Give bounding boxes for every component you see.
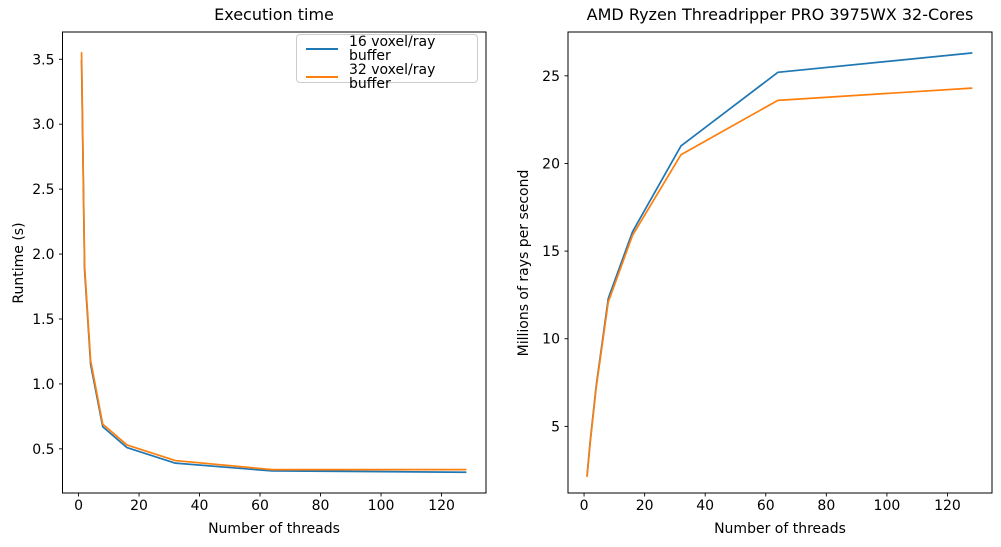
axes-frame xyxy=(567,31,993,494)
series-line-16-voxel-ray-buffer xyxy=(80,59,467,474)
x-tick-label: 80 xyxy=(312,498,330,514)
x-tick-label: 100 xyxy=(368,498,395,514)
axes-1: 0 20 40 60 80 100 120 5 10 15 20 25 xyxy=(542,31,993,514)
chart-title-cpu: AMD Ryzen Threadripper PRO 3975WX 32-Cor… xyxy=(586,5,974,24)
x-tick-label: 60 xyxy=(251,498,269,514)
y-tick-label: 10 xyxy=(542,332,560,348)
axes-0: 0 20 40 60 80 100 120 0.5 1.0 1.5 2.0 2.5 3.0 3.5 xyxy=(32,31,487,514)
y-axis-label-runtime: Runtime (s) xyxy=(11,222,27,304)
x-tick-label: 40 xyxy=(696,498,714,514)
series-line-16-voxel-ray-buffer xyxy=(586,52,973,477)
x-tick-label: 120 xyxy=(428,498,455,514)
legend-line-sample-blue xyxy=(306,47,338,51)
y-tick-label: 2.5 xyxy=(32,182,54,198)
legend-item-16-voxel: 16 voxel/ray buffer xyxy=(306,35,477,63)
y-axis-label-rays: Millions of rays per second xyxy=(516,169,532,357)
y-tick-label: 1.0 xyxy=(32,377,54,393)
y-tick-label: 20 xyxy=(542,156,560,172)
y-tick-label: 3.0 xyxy=(32,117,54,133)
legend-line-sample-orange xyxy=(306,75,338,79)
x-tick-label: 120 xyxy=(934,498,961,514)
y-tick-label: 2.0 xyxy=(32,247,54,263)
y-tick-label: 15 xyxy=(542,244,560,260)
y-tick-label: 3.5 xyxy=(32,52,54,68)
y-tick-label: 0.5 xyxy=(32,442,54,458)
series-line-32-voxel-ray-buffer xyxy=(586,87,973,478)
x-tick-label: 80 xyxy=(817,498,835,514)
axes-frame xyxy=(62,31,487,494)
x-tick-label: 20 xyxy=(636,498,654,514)
x-tick-label: 100 xyxy=(874,498,901,514)
legend-label-32-voxel: 32 voxel/ray buffer xyxy=(349,62,436,92)
y-tick-label: 5 xyxy=(551,419,560,435)
y-tick-label: 1.5 xyxy=(32,312,54,328)
x-tick-label: 0 xyxy=(580,498,589,514)
x-tick-label: 60 xyxy=(757,498,775,514)
x-tick-label: 40 xyxy=(191,498,209,514)
x-axis-label-right: Number of threads xyxy=(714,521,846,537)
legend-label-16-voxel: 16 voxel/ray buffer xyxy=(349,34,436,64)
series-line-32-voxel-ray-buffer xyxy=(80,51,467,471)
x-tick-label: 20 xyxy=(130,498,148,514)
x-axis-label-left: Number of threads xyxy=(208,521,340,537)
legend: 16 voxel/ray buffer 32 voxel/ray buffer xyxy=(296,34,478,91)
chart-title-execution-time: Execution time xyxy=(214,5,334,24)
legend-item-32-voxel: 32 voxel/ray buffer xyxy=(306,63,477,91)
y-tick-label: 25 xyxy=(542,69,560,85)
x-tick-label: 0 xyxy=(74,498,83,514)
